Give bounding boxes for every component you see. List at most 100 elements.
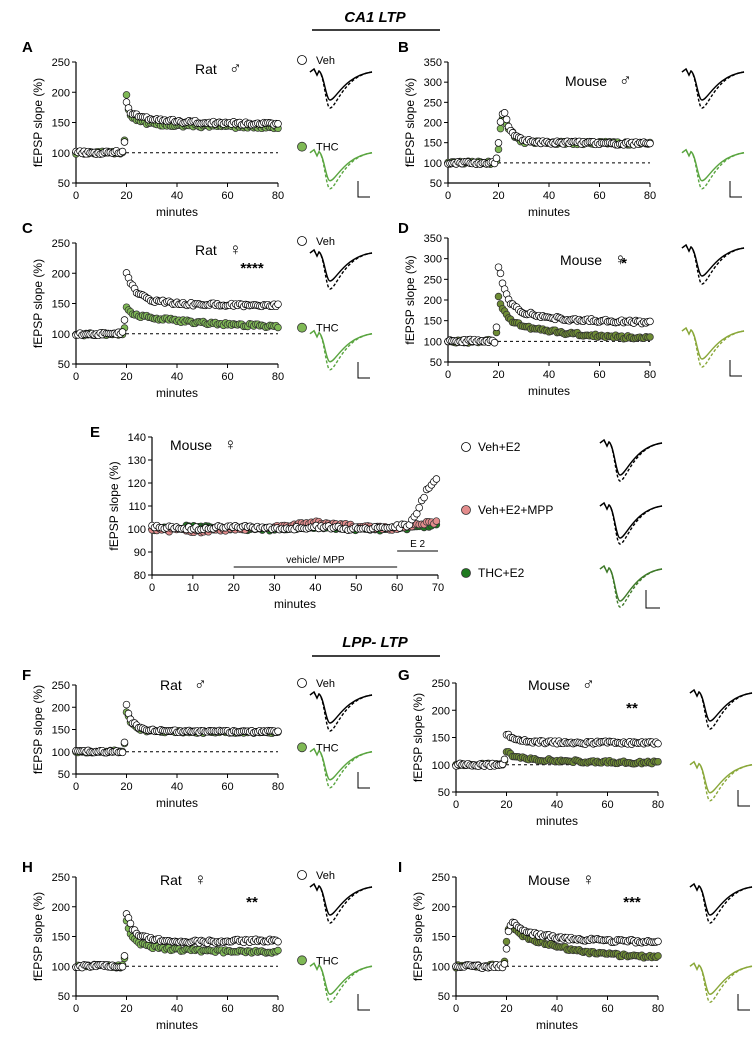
- legend-marker: [297, 55, 307, 65]
- trace-solid: [689, 688, 753, 722]
- y-tick-label: 250: [52, 680, 70, 692]
- panel-letter: F: [22, 667, 31, 684]
- x-tick-label: 80: [272, 190, 284, 202]
- trace-dashed: [681, 243, 745, 285]
- x-tick-label: 20: [492, 190, 504, 202]
- legend-marker: [297, 955, 307, 966]
- legend-label: THC: [316, 323, 339, 335]
- y-tick-label: 200: [432, 705, 450, 717]
- legend-marker: [297, 678, 307, 688]
- x-tick-label: 20: [120, 371, 132, 383]
- x-tick-label: 20: [120, 781, 132, 793]
- trace-solid: [689, 882, 753, 916]
- sex-symbol: ♀: [582, 870, 595, 889]
- section-title-lpp: LPP- LTP: [342, 634, 409, 651]
- x-tick-label: 60: [593, 190, 605, 202]
- data-point: [118, 147, 127, 156]
- x-tick-label: 50: [350, 582, 362, 594]
- legend-marker: [297, 141, 307, 152]
- x-axis-label: minutes: [274, 597, 316, 611]
- trace-dashed: [599, 438, 663, 482]
- y-tick-label: 50: [430, 357, 442, 369]
- x-tick-label: 60: [221, 190, 233, 202]
- data-point: [120, 952, 129, 960]
- panel-letter: C: [22, 220, 33, 237]
- data-point: [126, 919, 135, 928]
- data-point: [490, 338, 499, 347]
- panel-letter: B: [398, 39, 409, 56]
- y-axis-label: fEPSP slope (%): [403, 255, 417, 344]
- data-point: [120, 738, 129, 747]
- data-point: [494, 139, 503, 147]
- data-point: [432, 475, 441, 483]
- y-tick-label: 200: [424, 118, 442, 130]
- legend-label: THC: [316, 142, 339, 154]
- legend-marker: [461, 442, 471, 452]
- y-tick-label: 250: [432, 678, 450, 690]
- trace-dashed: [599, 501, 663, 545]
- x-tick-label: 80: [652, 799, 664, 811]
- panel-A: A Rat ♂ 50 100 150 200 250 0 20 40 60 80 minutes fEPSP…: [22, 39, 373, 219]
- trace-dashed: [681, 148, 745, 190]
- panel-C: C Rat ♀ 50 100 150 200 250 0 20 40 60 80 minutes fEPSP…: [22, 220, 373, 400]
- trace-dashed: [309, 882, 373, 924]
- scale-bar: [737, 994, 750, 1011]
- data-point: [502, 937, 511, 946]
- y-axis-label: fEPSP slope (%): [411, 693, 425, 782]
- sex-symbol: ♀: [194, 870, 207, 889]
- y-tick-label: 110: [128, 501, 146, 513]
- y-tick-label: 150: [52, 118, 70, 130]
- x-tick-label: 60: [601, 1003, 613, 1015]
- y-tick-label: 250: [52, 238, 70, 250]
- y-tick-label: 350: [424, 233, 442, 245]
- animal-label: Mouse: [528, 872, 570, 888]
- y-tick-label: 250: [432, 872, 450, 884]
- y-tick-label: 50: [438, 787, 450, 799]
- data-point: [494, 145, 503, 154]
- data-point: [654, 952, 662, 960]
- legend-marker: [297, 870, 307, 880]
- x-tick-label: 60: [391, 582, 403, 594]
- trace-solid: [309, 248, 373, 282]
- legend-marker: [297, 236, 307, 246]
- legend-marker: [297, 742, 307, 753]
- significance-marker: ****: [240, 260, 264, 277]
- sex-symbol: ♀: [224, 435, 237, 454]
- trace-solid: [309, 882, 373, 916]
- y-tick-label: 150: [424, 138, 442, 150]
- sex-symbol: ♂: [619, 71, 632, 90]
- y-tick-label: 100: [424, 336, 442, 348]
- data-point: [492, 323, 501, 332]
- y-axis-label: fEPSP slope (%): [31, 685, 45, 774]
- data-point: [118, 328, 127, 336]
- y-axis-label: fEPSP slope (%): [107, 461, 121, 550]
- x-tick-label: 60: [221, 1003, 233, 1015]
- section-title-ca1: CA1 LTP: [344, 9, 406, 26]
- trace-dashed: [689, 760, 753, 802]
- x-tick-label: 40: [309, 582, 321, 594]
- trace-solid: [681, 148, 745, 182]
- x-tick-label: 80: [272, 1003, 284, 1015]
- x-tick-label: 40: [171, 1003, 183, 1015]
- data-point: [646, 333, 654, 341]
- x-tick-label: 40: [543, 190, 555, 202]
- data-point: [122, 700, 131, 709]
- animal-label: Rat: [160, 872, 182, 888]
- trace-solid: [689, 760, 753, 794]
- y-tick-label: 100: [52, 747, 70, 759]
- x-tick-label: 20: [500, 799, 512, 811]
- panel-letter: E: [90, 424, 100, 441]
- animal-label: Mouse: [560, 252, 602, 268]
- x-tick-label: 80: [272, 781, 284, 793]
- y-tick-label: 300: [424, 254, 442, 266]
- treatment-bar-label: E 2: [410, 539, 425, 550]
- x-tick-label: 40: [171, 190, 183, 202]
- x-tick-label: 40: [171, 371, 183, 383]
- y-tick-label: 200: [52, 902, 70, 914]
- trace-solid: [681, 67, 745, 101]
- y-tick-label: 200: [432, 902, 450, 914]
- x-tick-label: 20: [120, 1003, 132, 1015]
- data-point: [654, 937, 662, 946]
- animal-label: Mouse: [170, 437, 212, 453]
- data-point: [502, 945, 511, 953]
